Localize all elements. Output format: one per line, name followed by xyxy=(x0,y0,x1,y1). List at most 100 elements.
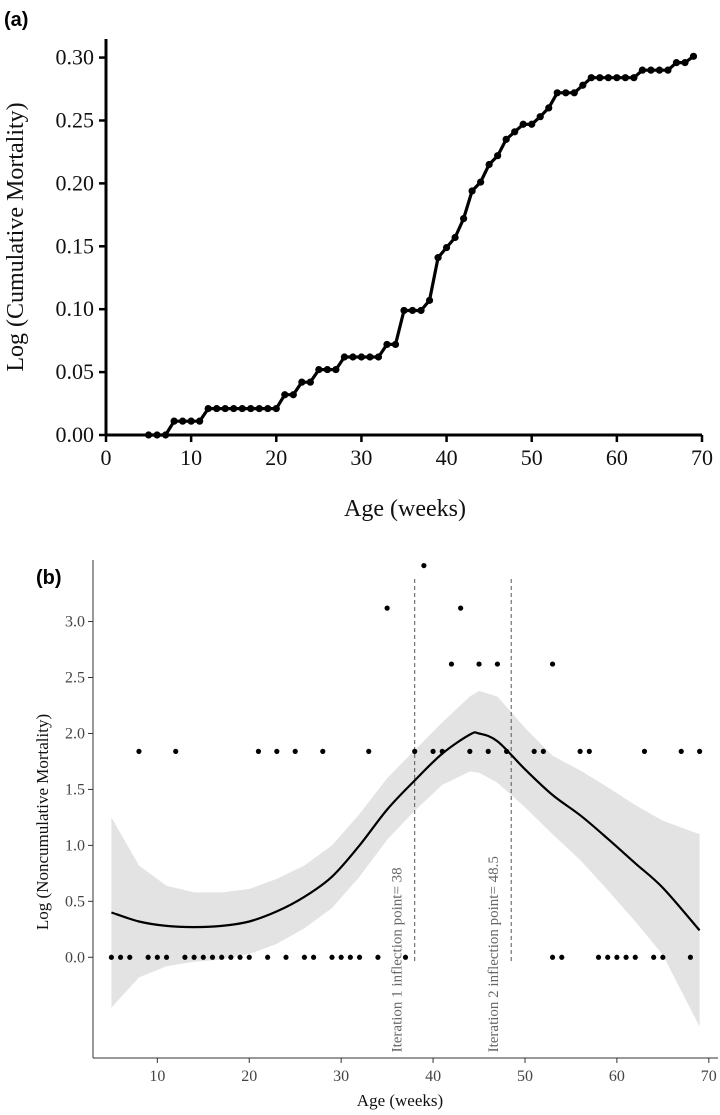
panel-b-data-point xyxy=(687,954,694,960)
panel-b-label: (b) xyxy=(36,567,62,589)
panel-a-data-point xyxy=(187,417,195,425)
panel-a-y-tick-label: 0.00 xyxy=(56,422,95,447)
panel-b-data-point xyxy=(228,954,234,960)
panel-a-data-point xyxy=(264,404,272,413)
panel-b-data-point xyxy=(117,954,124,960)
panel-a-x-tick-label: 30 xyxy=(350,445,372,470)
panel-b-data-point xyxy=(310,954,317,960)
panel-b-data-point xyxy=(586,748,592,754)
panel-a-data-point xyxy=(562,89,570,97)
panel-b-data-point xyxy=(458,605,464,611)
panel-a-data-point xyxy=(460,215,468,223)
panel-a-x-tick-label: 20 xyxy=(265,445,287,470)
panel-a-x-tick-label: 60 xyxy=(606,445,628,470)
panel-a-y-tick-label: 0.25 xyxy=(56,107,95,132)
panel-b-data-point xyxy=(439,748,445,754)
panel-b-data-point xyxy=(448,661,455,667)
panel-b-smooth-curve xyxy=(111,731,701,932)
panel-a-data-point xyxy=(442,243,451,252)
panel-a-data-point xyxy=(579,81,587,89)
panel-a-data-point xyxy=(519,120,527,128)
panel-a-data-point xyxy=(664,66,672,74)
panel-b-data-point xyxy=(154,954,160,960)
panel-a-data-point xyxy=(647,66,655,74)
panel-b-data-point xyxy=(549,661,556,667)
panel-a-data-point xyxy=(545,104,553,112)
panel-a-cumulative-mortality-chart: (a) 0 10 20 30 40 50 60 700.000.050.100.150.200… xyxy=(3,9,713,522)
panel-a-data-point xyxy=(613,74,621,82)
panel-b-x-tick-label: 10 xyxy=(149,1068,165,1085)
panel-b-data-point xyxy=(108,954,114,960)
panel-a-data-point xyxy=(391,340,400,349)
panel-a-data-point xyxy=(638,66,647,74)
panel-b-data-point xyxy=(549,954,556,960)
panel-b-data-point xyxy=(485,748,491,754)
panel-a-data-point xyxy=(494,152,502,160)
panel-b-data-point xyxy=(412,748,418,754)
panel-a-data-point xyxy=(434,254,442,262)
panel-b-data-point xyxy=(292,748,298,754)
panel-a-data-point xyxy=(528,120,536,128)
panel-b-noncumulative-mortality-chart: (b) 10 20 30 40 50 60 700.00.51.01.52.02.53.0 … xyxy=(33,560,718,1110)
panel-a-data-point xyxy=(196,417,204,425)
panel-a-data-point xyxy=(511,128,519,136)
panel-a-series-line xyxy=(148,55,695,437)
panel-b-confidence-band xyxy=(111,690,700,1027)
panel-a-data-point xyxy=(349,353,357,361)
panel-b-inflection-lines: Iteration 1 inflection point= 38 Iteratio… xyxy=(390,579,512,1052)
panel-b-data-point xyxy=(265,954,271,960)
panel-b-y-tick-label: 2.5 xyxy=(65,670,85,687)
panel-a-data-point xyxy=(272,404,280,413)
panel-b-data-point xyxy=(182,954,188,960)
panel-a-data-point xyxy=(374,353,383,361)
panel-a-data-point xyxy=(400,306,408,315)
panel-a-data-point xyxy=(357,353,366,361)
panel-a-data-point xyxy=(340,353,348,361)
panel-a-data-point xyxy=(655,66,664,74)
panel-b-data-point xyxy=(641,748,648,754)
panel-b-data-point xyxy=(476,661,482,667)
panel-b-data-point xyxy=(651,954,657,960)
panel-b-x-tick-label: 60 xyxy=(609,1068,625,1085)
panel-b-x-tick-label: 40 xyxy=(425,1068,441,1085)
panel-b-data-point xyxy=(255,748,262,754)
panel-a-data-point xyxy=(621,74,629,82)
panel-a-y-tick-label: 0.20 xyxy=(56,170,95,195)
panel-a-data-point xyxy=(238,404,246,413)
panel-a-data-point xyxy=(213,404,221,413)
panel-b-data-point xyxy=(605,954,611,960)
panel-a-label: (a) xyxy=(4,9,28,31)
panel-b-data-point xyxy=(504,748,510,754)
panel-a-data-point xyxy=(672,59,681,67)
panel-a-data-point xyxy=(604,74,612,82)
panel-b-x-tick-label: 70 xyxy=(701,1068,717,1085)
panel-b-data-point xyxy=(209,954,216,960)
panel-b-data-point xyxy=(163,954,170,960)
panel-b-data-point xyxy=(421,562,427,569)
panel-a-axes: 0 10 20 30 40 50 60 70 0.00 0.05 0.10 0.15 0.20 0.25 0… xyxy=(56,39,713,470)
panel-a-y-tick-label: 0.15 xyxy=(56,233,95,258)
panel-a-data-point xyxy=(289,391,297,399)
panel-a-data-point xyxy=(230,404,238,413)
panel-b-data-point xyxy=(632,954,638,960)
panel-b-x-tick-label: 50 xyxy=(517,1068,533,1085)
panel-b-data-point xyxy=(347,954,353,960)
panel-a-y-tick-label: 0.05 xyxy=(56,359,95,384)
panel-a-data-point xyxy=(179,417,187,425)
panel-b-data-point xyxy=(127,954,133,960)
panel-a-data-point xyxy=(170,417,178,425)
panel-b-data-point xyxy=(136,748,142,754)
panel-a-data-point xyxy=(221,404,229,413)
panel-a-data-point xyxy=(383,340,391,349)
panel-a-data-point xyxy=(255,404,263,413)
panel-a-y-tick-label: 0.10 xyxy=(56,296,95,321)
panel-a-data-point xyxy=(536,113,544,121)
panel-b-data-point xyxy=(191,954,197,960)
panel-a-data-point xyxy=(366,353,374,361)
panel-a-data-point xyxy=(408,306,417,315)
panel-a-series xyxy=(144,52,698,439)
panel-b-confidence-band-area xyxy=(111,690,700,1027)
panel-b-x-axis-title: Age (weeks) xyxy=(357,1091,443,1110)
panel-b-data-point xyxy=(697,748,703,754)
panel-a-x-tick-label: 50 xyxy=(521,445,543,470)
